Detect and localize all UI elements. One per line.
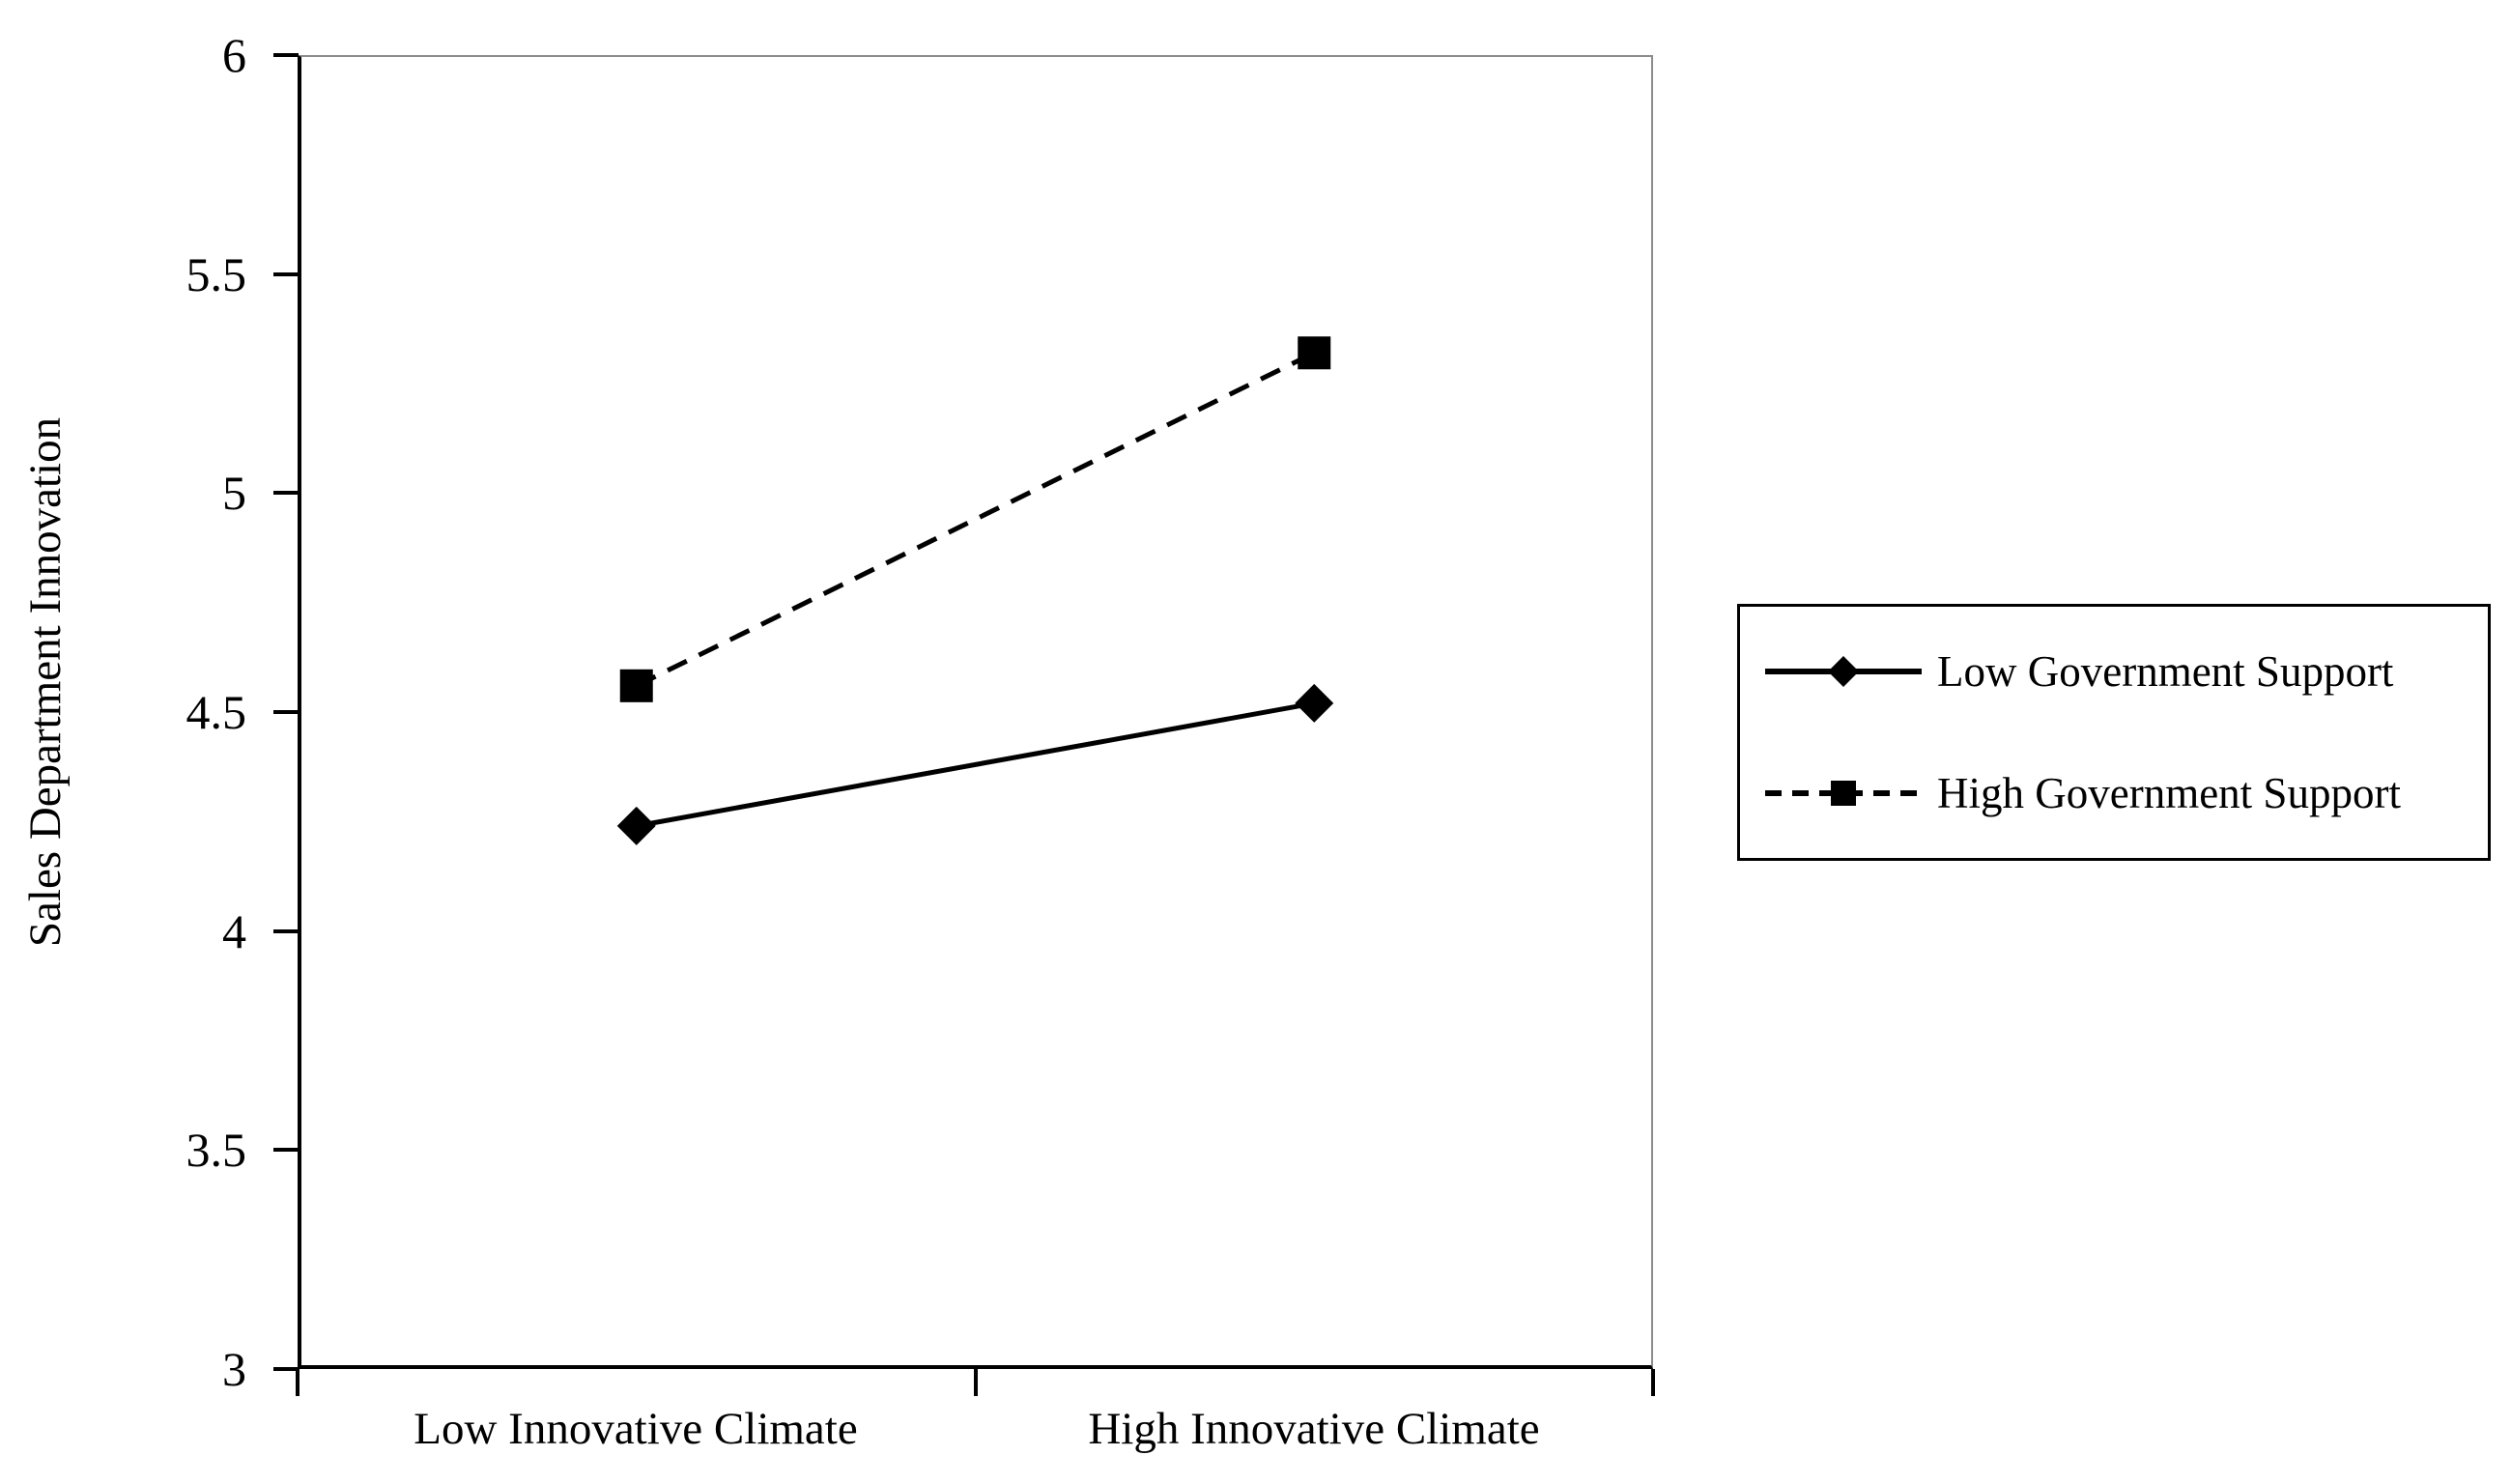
square-marker — [1831, 781, 1856, 806]
y-tick-label: 4 — [222, 904, 246, 958]
dashed-line-square-marker-icon — [1763, 772, 1924, 814]
y-tick-label: 6 — [222, 28, 246, 82]
legend-label: High Government Support — [1937, 769, 2401, 817]
x-tick-mark — [974, 1369, 978, 1396]
y-tick-label: 5.5 — [185, 247, 247, 301]
y-tick-mark — [273, 53, 299, 57]
y-tick-label: 3 — [222, 1342, 246, 1396]
x-tick-mark — [296, 1369, 300, 1396]
y-tick-label: 4.5 — [185, 685, 247, 739]
legend-item: High Government Support — [1740, 755, 2488, 832]
y-tick-mark — [273, 491, 299, 495]
y-tick-mark — [273, 929, 299, 933]
y-tick-mark — [273, 272, 299, 276]
legend: Low Government Support High Government S… — [1737, 604, 2491, 861]
x-category-label: Low Innovative Climate — [414, 1404, 858, 1454]
plot-area — [298, 55, 1653, 1369]
legend-label: Low Government Support — [1937, 647, 2394, 696]
diamond-marker — [1828, 656, 1859, 687]
solid-line-diamond-marker-icon — [1763, 650, 1924, 693]
y-tick-mark — [273, 1148, 299, 1152]
diamond-marker — [1295, 683, 1334, 723]
x-category-label: High Innovative Climate — [1088, 1404, 1540, 1454]
legend-item: Low Government Support — [1740, 633, 2488, 710]
diamond-marker — [616, 806, 656, 845]
x-tick-mark — [1651, 1369, 1655, 1396]
y-tick-mark — [273, 710, 299, 714]
series-line — [635, 351, 1316, 689]
square-marker — [619, 669, 653, 702]
y-tick-label: 3.5 — [185, 1123, 247, 1177]
plot-series-svg — [616, 336, 1334, 845]
square-marker — [1298, 336, 1331, 370]
y-tick-mark — [273, 1367, 299, 1371]
series-line — [636, 700, 1315, 829]
y-tick-label: 5 — [222, 466, 246, 520]
